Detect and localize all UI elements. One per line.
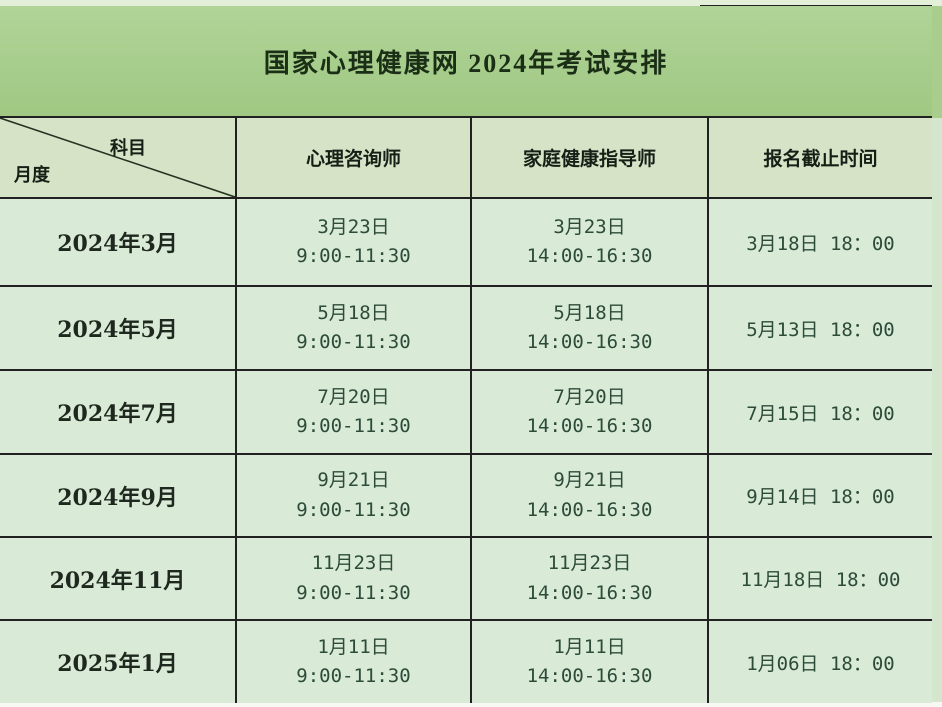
counselor-exam-cell: 9月21日 9:00-11:30 xyxy=(235,453,470,536)
exam-schedule-table: 国家心理健康网 2024年考试安排 科目 月度 心理咨询师 家庭健康指导师 报名… xyxy=(0,6,932,703)
exam-date: 1月11日 xyxy=(317,635,390,658)
exam-time: 14:00-16:30 xyxy=(526,581,653,604)
exam-date: 3月23日 xyxy=(553,215,626,238)
family-exam-cell: 7月20日 14:00-16:30 xyxy=(470,369,707,453)
corner-subject-label: 科目 xyxy=(110,138,146,159)
column-header-family-instructor: 家庭健康指导师 xyxy=(470,116,707,197)
counselor-exam-cell: 3月23日 9:00-11:30 xyxy=(235,197,470,285)
deadline-cell: 7月15日 18：00 xyxy=(707,369,932,453)
counselor-exam-cell: 7月20日 9:00-11:30 xyxy=(235,369,470,453)
month-cell: 2024年3月 xyxy=(0,197,235,285)
exam-time: 14:00-16:30 xyxy=(526,498,653,521)
exam-date: 1月11日 xyxy=(553,635,626,658)
column-header-counselor: 心理咨询师 xyxy=(235,116,470,197)
family-exam-cell: 9月21日 14:00-16:30 xyxy=(470,453,707,536)
corner-month-label: 月度 xyxy=(14,165,50,186)
corner-cell: 科目 月度 xyxy=(0,116,235,197)
month-cell: 2024年9月 xyxy=(0,453,235,536)
month-cell: 2024年11月 xyxy=(0,536,235,619)
exam-time: 14:00-16:30 xyxy=(526,331,653,353)
deadline-cell: 9月14日 18：00 xyxy=(707,453,932,536)
counselor-exam-cell: 1月11日 9:00-11:30 xyxy=(235,619,470,703)
exam-time: 9:00-11:30 xyxy=(296,331,411,353)
family-exam-cell: 11月23日 14:00-16:30 xyxy=(470,536,707,619)
exam-time: 9:00-11:30 xyxy=(296,581,411,604)
exam-time: 9:00-11:30 xyxy=(296,415,411,437)
exam-date: 7月20日 xyxy=(553,385,626,408)
counselor-exam-cell: 11月23日 9:00-11:30 xyxy=(235,536,470,619)
exam-date: 3月23日 xyxy=(317,215,390,238)
deadline-cell: 1月06日 18：00 xyxy=(707,619,932,703)
exam-date: 9月21日 xyxy=(553,469,626,492)
exam-time: 9:00-11:30 xyxy=(296,498,411,521)
deadline-cell: 5月13日 18：00 xyxy=(707,285,932,369)
family-exam-cell: 3月23日 14:00-16:30 xyxy=(470,197,707,285)
counselor-exam-cell: 5月18日 9:00-11:30 xyxy=(235,285,470,369)
exam-date: 11月23日 xyxy=(311,552,396,575)
month-cell: 2025年1月 xyxy=(0,619,235,703)
exam-date: 11月23日 xyxy=(547,552,632,575)
deadline-cell: 11月18日 18：00 xyxy=(707,536,932,619)
exam-time: 9:00-11:30 xyxy=(296,665,411,687)
month-cell: 2024年5月 xyxy=(0,285,235,369)
family-exam-cell: 5月18日 14:00-16:30 xyxy=(470,285,707,369)
exam-date: 5月18日 xyxy=(317,301,390,324)
family-exam-cell: 1月11日 14:00-16:30 xyxy=(470,619,707,703)
column-header-deadline: 报名截止时间 xyxy=(707,116,932,197)
page-title: 国家心理健康网 2024年考试安排 xyxy=(0,6,932,116)
exam-time: 14:00-16:30 xyxy=(526,245,653,267)
exam-date: 7月20日 xyxy=(317,385,390,408)
exam-time: 14:00-16:30 xyxy=(526,415,653,437)
exam-time: 9:00-11:30 xyxy=(296,245,411,267)
exam-time: 14:00-16:30 xyxy=(526,665,653,687)
exam-date: 9月21日 xyxy=(317,469,390,492)
diagonal-divider xyxy=(0,118,235,197)
month-cell: 2024年7月 xyxy=(0,369,235,453)
deadline-cell: 3月18日 18：00 xyxy=(707,197,932,285)
exam-date: 5月18日 xyxy=(553,301,626,324)
